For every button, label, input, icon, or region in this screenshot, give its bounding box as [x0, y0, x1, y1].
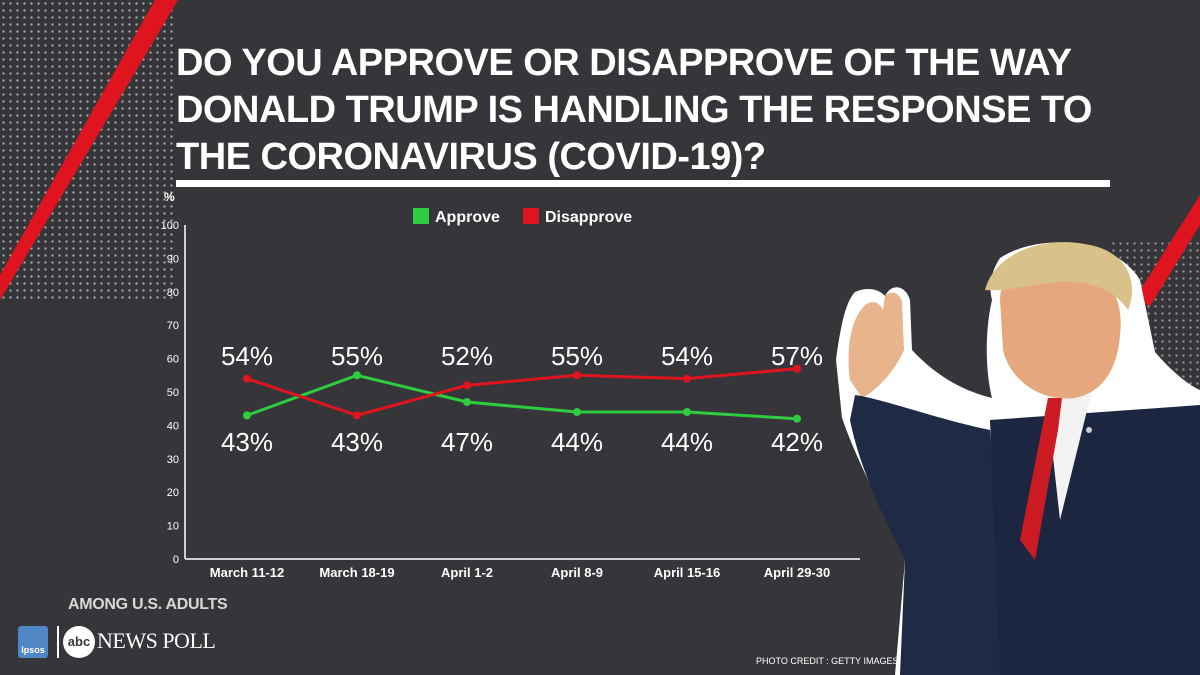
data-point-disapprove: [243, 374, 251, 383]
red-stripe-right: [1134, 195, 1200, 306]
data-label-disapprove: 55%: [551, 341, 603, 371]
lapel-pin: [1086, 427, 1092, 433]
photo-credit: PHOTO CREDIT : GETTY IMAGES: [756, 656, 899, 666]
data-point-approve: [353, 371, 361, 380]
logo-divider: [57, 626, 59, 658]
y-tick-label: 90: [167, 253, 179, 265]
data-point-disapprove: [683, 374, 691, 383]
y-axis-label: %: [164, 190, 175, 204]
data-point-disapprove: [463, 381, 471, 390]
data-label-approve: 55%: [331, 341, 383, 371]
data-label-approve: 44%: [661, 427, 713, 457]
data-label-disapprove: 43%: [331, 427, 383, 457]
ipsos-logo: Ipsos: [18, 626, 48, 658]
legend-swatch-disapprove: [523, 208, 539, 224]
y-tick-label: 20: [167, 487, 179, 499]
data-label-approve: 43%: [221, 427, 273, 457]
y-tick-label: 60: [167, 354, 179, 366]
y-tick-label: 70: [167, 320, 179, 332]
y-tick-label: 100: [161, 220, 179, 232]
data-label-approve: 47%: [441, 427, 493, 457]
chart-data-labels: 43% 54% 55% 43% 47% 52% 44% 55% 44% 54% 42% 57%: [221, 341, 823, 457]
survey-population-note: AMONG U.S. ADULTS: [68, 596, 228, 613]
data-point-approve: [243, 411, 251, 420]
y-tick-label: 10: [167, 521, 179, 533]
data-point-disapprove: [353, 411, 361, 420]
x-tick-label: April 1-2: [441, 565, 493, 580]
chart-legend: Approve Disapprove: [413, 208, 632, 226]
x-tick-label: March 11-12: [210, 565, 284, 580]
legend-swatch-approve: [413, 208, 429, 224]
data-label-disapprove: 52%: [441, 341, 493, 371]
data-label-disapprove: 54%: [661, 341, 713, 371]
x-tick-label: April 8-9: [551, 565, 603, 580]
data-point-approve: [793, 414, 801, 423]
abc-logo: abc: [63, 626, 95, 658]
data-label-approve: 42%: [771, 427, 823, 457]
x-tick-label: April 29-30: [764, 565, 830, 580]
series-line-approve: [246, 373, 798, 421]
hair: [985, 242, 1133, 310]
raised-hand: [848, 292, 904, 398]
data-point-approve: [683, 408, 691, 417]
data-point-disapprove: [573, 371, 581, 380]
news-poll-wordmark: NEWS POLL: [97, 628, 216, 653]
red-stripe-left: [0, 0, 178, 300]
data-label-disapprove: 57%: [771, 341, 823, 371]
legend-label-disapprove: Disapprove: [545, 209, 632, 226]
legend-label-approve: Approve: [435, 209, 500, 226]
data-point-approve: [463, 398, 471, 407]
face: [1000, 261, 1121, 399]
data-point-approve: [573, 408, 581, 417]
series-line-disapprove: [246, 367, 798, 417]
x-axis-ticks: March 11-12 March 18-19 April 1-2 April 8-9…: [210, 565, 830, 580]
y-tick-label: 0: [173, 554, 179, 566]
data-point-disapprove: [793, 364, 801, 373]
data-label-disapprove: 54%: [221, 341, 273, 371]
y-tick-label: 50: [167, 387, 179, 399]
y-tick-label: 80: [167, 287, 179, 299]
red-tie: [1020, 398, 1062, 560]
chart-series: [243, 364, 801, 423]
chart-title: Do you approve or disapprove of the way …: [176, 42, 1093, 178]
x-tick-label: March 18-19: [319, 565, 394, 580]
y-tick-label: 40: [167, 420, 179, 432]
data-label-approve: 44%: [551, 427, 603, 457]
y-tick-label: 30: [167, 454, 179, 466]
raised-arm-suit: [850, 395, 1010, 675]
title-underline: [176, 180, 1110, 187]
x-tick-label: April 15-16: [654, 565, 720, 580]
y-axis-ticks: 0 10 20 30 40 50 60 70 80 90 100: [161, 220, 179, 566]
